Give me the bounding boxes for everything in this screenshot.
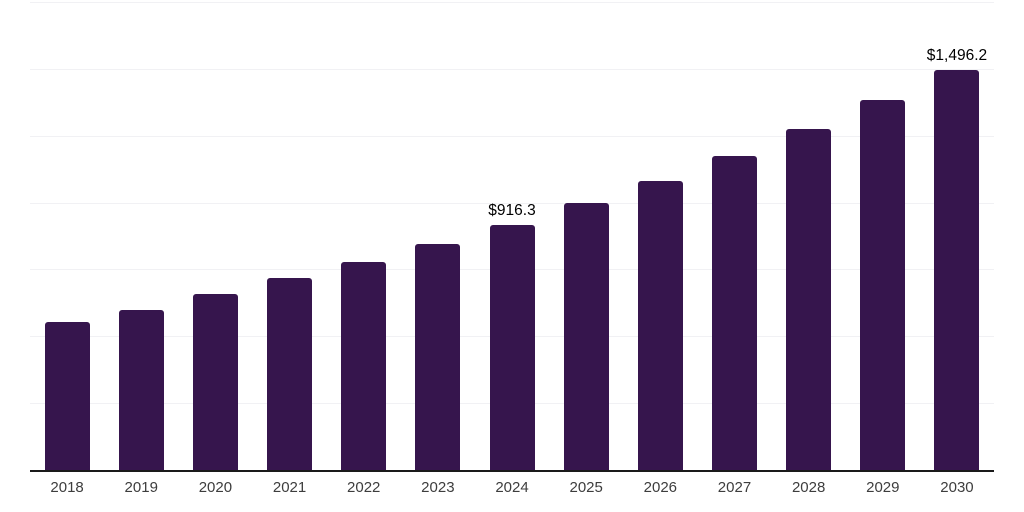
- x-tick-label-2030: 2030: [940, 479, 974, 496]
- bar-slot-2029: [846, 2, 920, 470]
- x-tick-label-2023: 2023: [421, 479, 455, 496]
- bar-slot-2024: $916.3: [475, 2, 549, 470]
- bar-slot-2022: [327, 2, 401, 470]
- bar-2019: [118, 310, 164, 470]
- bar-2028: [786, 129, 832, 470]
- x-tick-label-2021: 2021: [272, 479, 307, 496]
- bar-2027: [711, 156, 757, 470]
- x-tick-label-2019: 2019: [124, 479, 158, 496]
- bar-2021: [267, 278, 313, 470]
- bar-slot-2018: [30, 2, 104, 470]
- x-axis-labels: 2018 2019 2020 2021 2022 2023 2024 2025 2026 2027…: [30, 479, 994, 496]
- x-tick-label-2028: 2028: [791, 479, 826, 496]
- bar-2025: [563, 203, 609, 470]
- x-tick-label-2025: 2025: [569, 479, 603, 496]
- data-label-2030: $1,496.2: [926, 46, 988, 64]
- bar-2018: [44, 322, 90, 470]
- gridline-1750: [30, 2, 994, 3]
- x-tick-label-2026: 2026: [643, 479, 678, 496]
- x-tick-label-2018: 2018: [50, 479, 84, 496]
- gridline-1500: [30, 68, 994, 70]
- bar-slot-2027: [697, 2, 771, 470]
- bar-slot-2030: $1,496.2: [920, 2, 994, 470]
- bar-2026: [637, 180, 683, 470]
- x-tick-label-2022: 2022: [347, 479, 381, 496]
- x-tick-label-2027: 2027: [717, 479, 752, 496]
- bar-slot-2019: [104, 2, 178, 470]
- bar-slot-2020: [178, 2, 252, 470]
- bar-2024: $916.3: [488, 202, 536, 470]
- bars-container: $916.3 $1,496.2: [30, 2, 994, 470]
- bar-2022: [341, 261, 387, 470]
- plot-area: $916.3 $1,496.2: [30, 2, 994, 472]
- gridline-1250: [30, 135, 994, 137]
- bar-2020: [192, 293, 238, 470]
- gridline-1000: [30, 202, 994, 204]
- bar-slot-2028: [772, 2, 846, 470]
- bar-slot-2025: [549, 2, 623, 470]
- x-tick-label-2029: 2029: [866, 479, 900, 496]
- x-tick-label-2024: 2024: [495, 479, 529, 496]
- bar-2030: $1,496.2: [927, 47, 987, 470]
- bar-2029: [860, 100, 906, 470]
- data-label-2024: $916.3: [488, 201, 536, 219]
- bar-slot-2023: [401, 2, 475, 470]
- bar-slot-2021: [252, 2, 326, 470]
- bar-slot-2026: [623, 2, 697, 470]
- x-tick-label-2020: 2020: [198, 479, 233, 496]
- bar-2023: [415, 244, 461, 470]
